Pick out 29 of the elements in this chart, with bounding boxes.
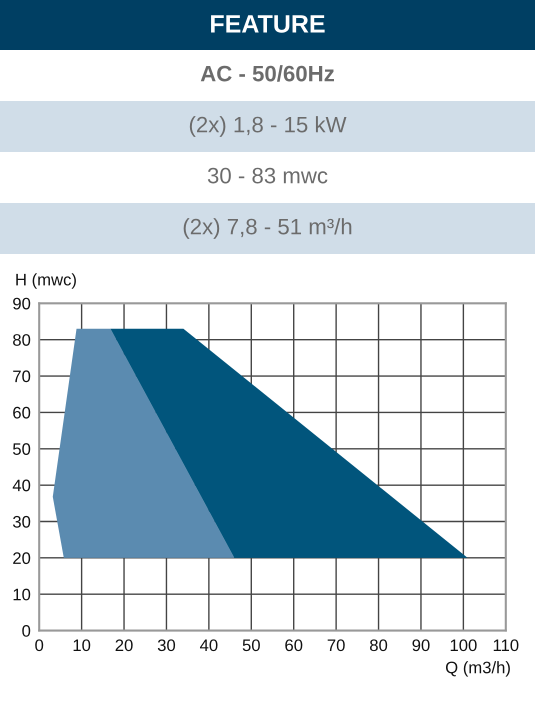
x-tick-label: 60 — [285, 639, 302, 652]
y-tick-label: 0 — [22, 625, 30, 637]
x-tick-label: 30 — [158, 639, 176, 652]
y-axis-title: H (mwc) — [16, 273, 76, 289]
x-tick-label: 0 — [35, 639, 44, 652]
x-tick-label: 20 — [116, 639, 133, 652]
x-tick-label: 90 — [412, 639, 430, 652]
y-tick-label: 50 — [12, 443, 30, 455]
text: 30 - 83 mwc — [208, 168, 328, 184]
x-tick-label: 100 — [450, 639, 477, 652]
x-tick-label: 70 — [328, 639, 345, 652]
y-tick-label: 60 — [13, 406, 30, 419]
x-tick-label: 10 — [74, 639, 90, 652]
y-tick-label: 90 — [13, 298, 30, 310]
text: (2x) 7,8 - 51 m³/h — [184, 218, 352, 239]
x-tick-label: 80 — [370, 639, 388, 652]
x-tick-label: 40 — [200, 639, 218, 652]
text: AC - 50/60Hz — [200, 65, 334, 82]
chart-title: FEATURE — [211, 15, 325, 33]
text: (2x) 1,8 - 15 kW — [190, 116, 346, 137]
x-axis-title: Q (m3/h) — [446, 661, 510, 677]
y-tick-label: 20 — [13, 552, 30, 564]
y-tick-label: 10 — [14, 588, 30, 600]
y-tick-label: 40 — [12, 480, 30, 492]
y-tick-label: 70 — [13, 370, 30, 382]
x-tick-label: 50 — [242, 639, 260, 652]
x-tick-label: 110 — [494, 639, 518, 652]
y-tick-label: 30 — [12, 516, 30, 528]
y-tick-label: 80 — [13, 334, 30, 346]
